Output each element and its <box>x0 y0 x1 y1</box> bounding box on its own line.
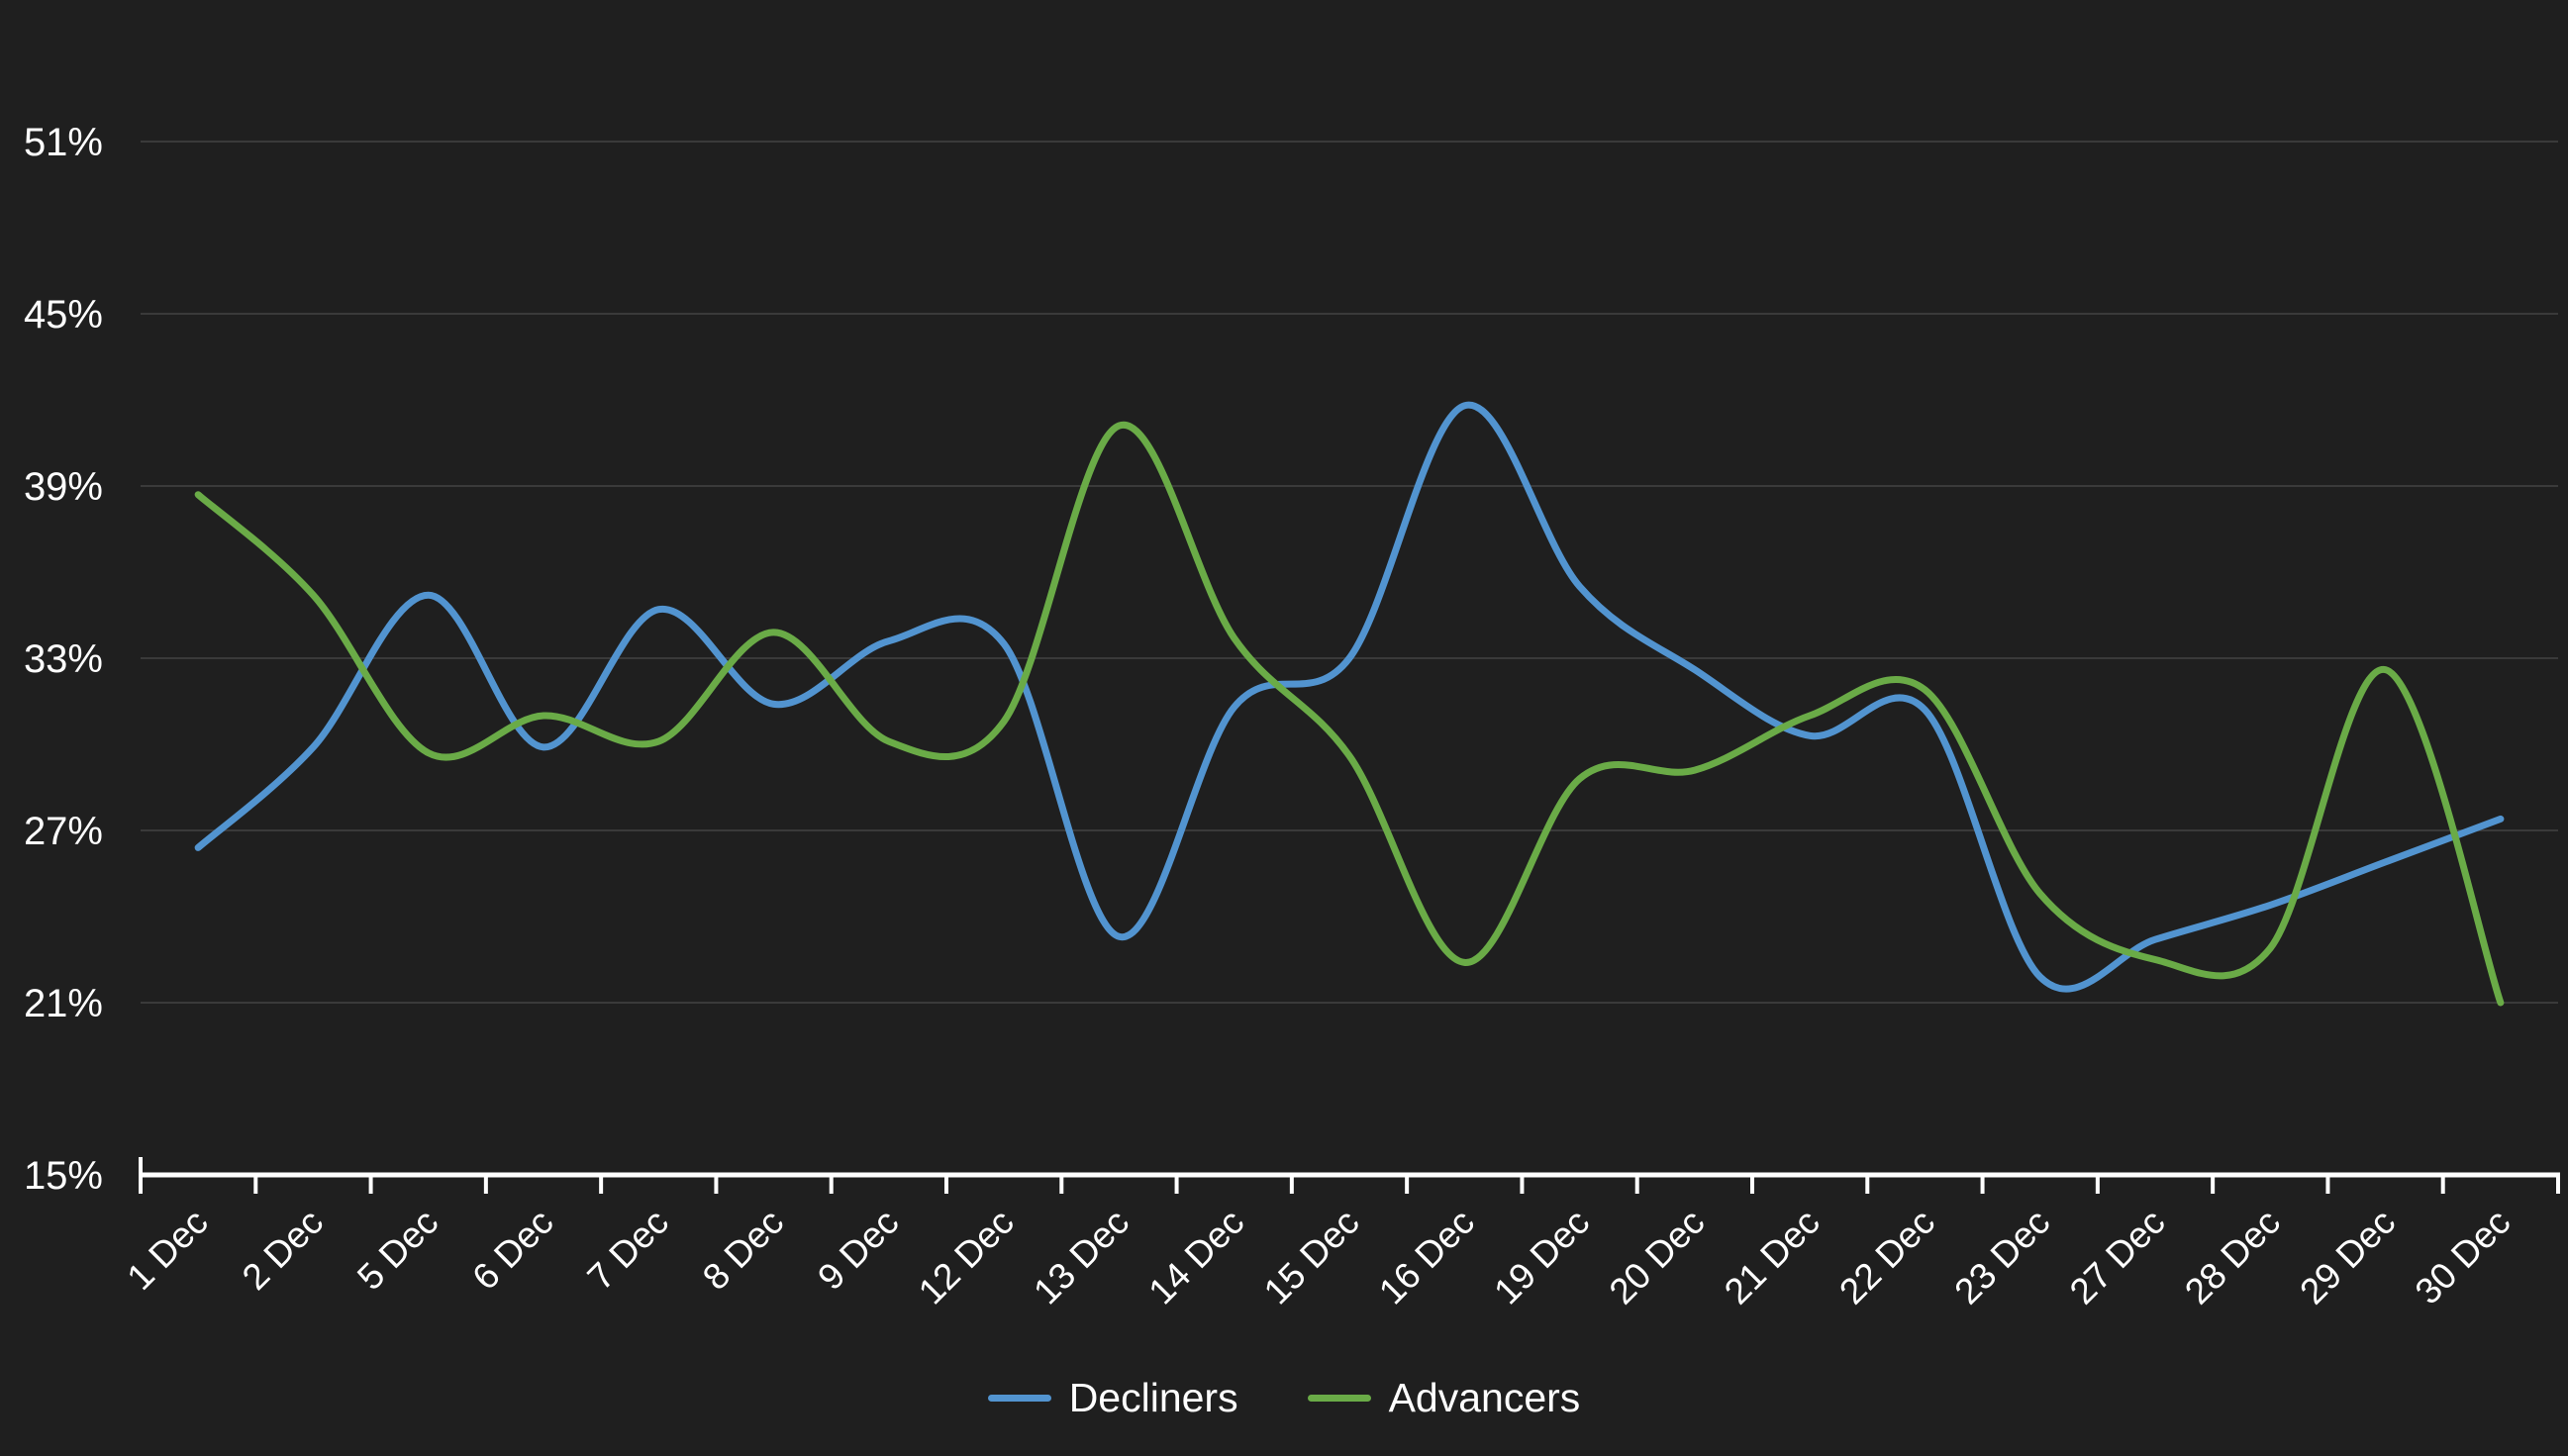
y-tick-label-51: 51% <box>24 121 103 164</box>
chart-legend: Decliners Advancers <box>0 1378 2568 1418</box>
decliners-line <box>194 401 2505 993</box>
legend-label-advancers: Advancers <box>1388 1375 1581 1420</box>
x-tick-label-7-dec: 7 Dec <box>580 1202 676 1298</box>
y-tick-label-27: 27% <box>24 810 103 853</box>
x-tick-label-16-dec: 16 Dec <box>1371 1202 1482 1312</box>
legend-item-decliners[interactable]: Decliners <box>987 1375 1238 1420</box>
x-tick-label-9-dec: 9 Dec <box>810 1202 906 1298</box>
x-tick-label-28-dec: 28 Dec <box>2177 1202 2288 1312</box>
x-tick-label-12-dec: 12 Dec <box>911 1202 1022 1312</box>
advancers-line <box>194 422 2505 1007</box>
x-tick-label-14-dec: 14 Dec <box>1140 1202 1251 1312</box>
x-tick-label-22-dec: 22 Dec <box>1831 1202 1942 1312</box>
x-tick-label-2-dec: 2 Dec <box>235 1202 331 1298</box>
x-tick-label-15-dec: 15 Dec <box>1256 1202 1367 1312</box>
x-tick-label-19-dec: 19 Dec <box>1486 1202 1597 1312</box>
y-tick-label-33: 33% <box>24 637 103 681</box>
y-tick-label-39: 39% <box>24 465 103 509</box>
x-tick-label-5-dec: 5 Dec <box>349 1202 445 1298</box>
y-tick-label-15: 15% <box>24 1154 103 1198</box>
x-tick-label-8-dec: 8 Dec <box>695 1202 791 1298</box>
x-tick-label-6-dec: 6 Dec <box>464 1202 560 1298</box>
y-tick-label-45: 45% <box>24 293 103 337</box>
decliners-line-swatch <box>987 1395 1051 1402</box>
advancers-line-swatch <box>1307 1395 1371 1402</box>
x-tick-label-20-dec: 20 Dec <box>1602 1202 1713 1312</box>
x-tick-label-13-dec: 13 Dec <box>1026 1202 1136 1312</box>
y-tick-label-21: 21% <box>24 982 103 1025</box>
x-tick-label-27-dec: 27 Dec <box>2062 1202 2173 1312</box>
x-tick-label-1-dec: 1 Dec <box>119 1202 215 1298</box>
x-tick-label-21-dec: 21 Dec <box>1717 1202 1827 1312</box>
legend-label-decliners: Decliners <box>1068 1375 1238 1420</box>
x-tick-label-23-dec: 23 Dec <box>1946 1202 2057 1312</box>
x-tick-label-30-dec: 30 Dec <box>2408 1202 2519 1312</box>
legend-item-advancers[interactable]: Advancers <box>1307 1375 1581 1420</box>
x-tick-label-29-dec: 29 Dec <box>2292 1202 2403 1312</box>
